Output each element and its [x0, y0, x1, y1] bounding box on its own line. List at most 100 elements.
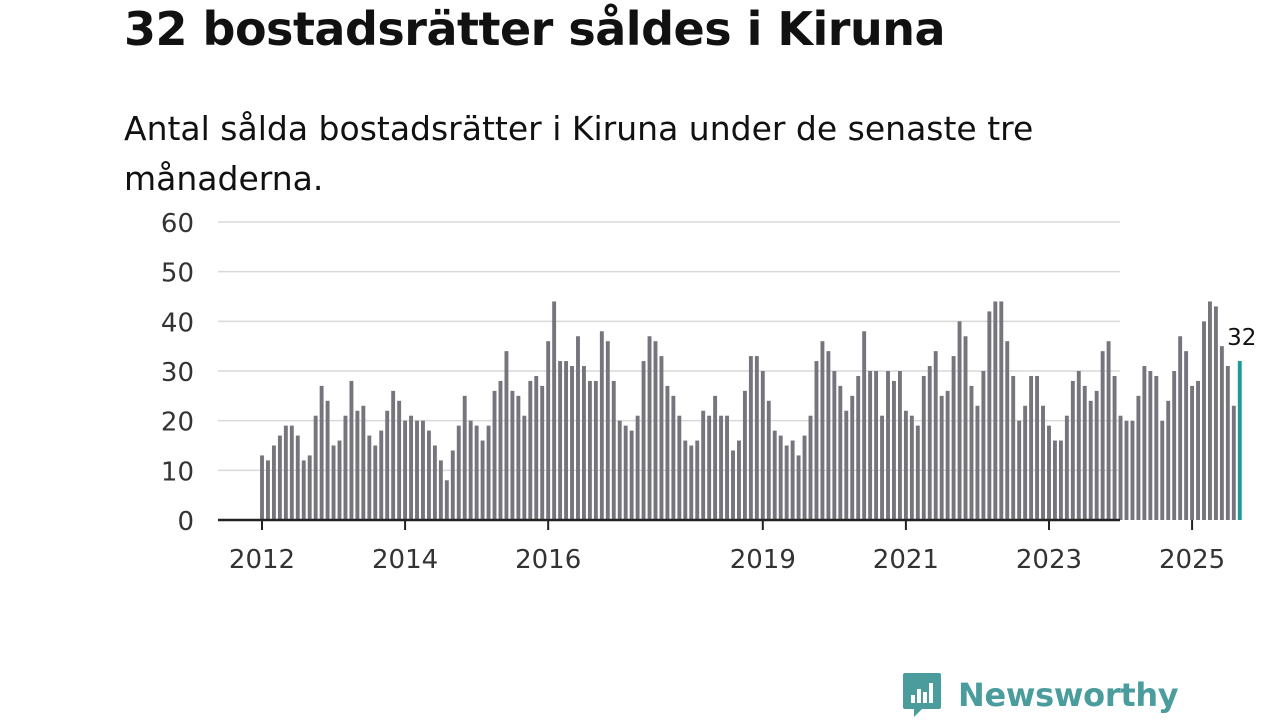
bar [963, 336, 968, 520]
bar [546, 341, 551, 520]
bar [1172, 371, 1177, 520]
bar [474, 425, 479, 520]
bar [713, 395, 718, 520]
bar [349, 380, 354, 520]
bar [1035, 375, 1040, 520]
y-tick-label: 50 [161, 259, 194, 289]
bar [933, 351, 938, 520]
x-tick-label: 2025 [1159, 545, 1225, 575]
bar [784, 445, 789, 520]
bar [1082, 385, 1087, 520]
bar [1017, 420, 1022, 520]
bar [403, 420, 408, 520]
bar [504, 351, 509, 520]
bar [1154, 375, 1159, 520]
bar [367, 435, 372, 520]
bar [522, 415, 527, 520]
bar [850, 395, 855, 520]
bar [987, 311, 992, 520]
bar [629, 430, 634, 520]
bar [1196, 380, 1200, 520]
bar [283, 425, 288, 520]
bar [391, 390, 396, 520]
bar [277, 435, 282, 520]
bar [856, 375, 861, 520]
bar [695, 440, 700, 520]
bar [528, 380, 533, 520]
bar [892, 380, 896, 520]
bar [343, 415, 348, 520]
bar [1088, 400, 1093, 520]
bar [886, 371, 890, 520]
bar [623, 425, 628, 520]
bar [373, 445, 378, 520]
bar [558, 361, 563, 520]
bar [665, 385, 670, 520]
bar [605, 341, 610, 520]
bar [927, 366, 932, 520]
bar [951, 356, 956, 520]
bar [868, 371, 873, 520]
y-tick-label: 10 [161, 457, 194, 487]
bar [271, 445, 276, 520]
bar [1029, 375, 1034, 520]
bar [1208, 301, 1212, 520]
bar [1148, 371, 1153, 520]
bar [385, 410, 390, 520]
x-tick-label: 2014 [372, 545, 438, 575]
bar [331, 445, 336, 520]
bar [593, 380, 598, 520]
newsworthy-brand: Newsworthy [902, 670, 1179, 720]
x-tick-label: 2023 [1016, 545, 1082, 575]
bar [1106, 341, 1111, 520]
bar [355, 410, 360, 520]
bar [820, 341, 825, 520]
bar [1094, 390, 1099, 520]
bar [587, 380, 592, 520]
bar [1124, 420, 1129, 520]
bar [707, 415, 712, 520]
bar [552, 301, 557, 520]
x-tick-label: 2021 [873, 545, 939, 575]
bar [1142, 366, 1147, 520]
bar [510, 390, 515, 520]
bar [1202, 321, 1206, 520]
bar [945, 390, 950, 520]
bar [975, 405, 980, 520]
bar [671, 395, 676, 520]
bar [1005, 341, 1010, 520]
bar [307, 455, 312, 520]
bar [1112, 375, 1117, 520]
bar [432, 445, 437, 520]
bar [337, 440, 342, 520]
bar [540, 385, 545, 520]
bar [880, 415, 884, 520]
bar [760, 371, 765, 520]
bar [725, 415, 729, 520]
bar [897, 371, 902, 520]
bar [361, 405, 366, 520]
bar [1047, 425, 1051, 520]
bar [969, 385, 974, 520]
bar [379, 430, 384, 520]
bar [677, 415, 682, 520]
bar [450, 450, 455, 520]
bar [957, 321, 962, 520]
bar [1178, 336, 1183, 520]
bar [1225, 366, 1230, 520]
bar [832, 371, 837, 520]
bar [766, 400, 771, 520]
bar [993, 301, 998, 520]
bar [814, 361, 819, 520]
bar [635, 415, 640, 520]
bar [1136, 395, 1141, 520]
bar [462, 395, 467, 520]
bar [999, 301, 1004, 520]
y-tick-label: 0 [177, 507, 194, 537]
bar [939, 395, 944, 520]
bar [599, 331, 604, 520]
bar [295, 435, 300, 520]
bar [319, 385, 324, 520]
bar [468, 420, 473, 520]
